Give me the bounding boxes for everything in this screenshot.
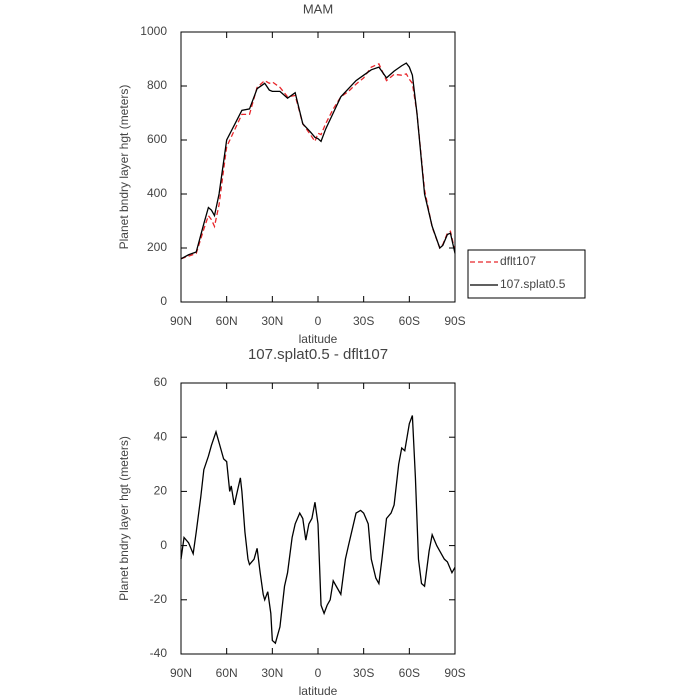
- plot-frame: [180, 31, 456, 303]
- x-tick-label: 60S: [399, 314, 420, 328]
- legend-box: [467, 249, 586, 299]
- x-tick-label: 60S: [399, 666, 420, 680]
- chart-title: MAM: [303, 1, 333, 16]
- y-tick-label: 800: [147, 78, 167, 92]
- y-tick-label: 20: [154, 484, 168, 498]
- legend-label: dflt107: [500, 254, 536, 268]
- x-tick-label: 90N: [170, 666, 192, 680]
- y-tick-label: 0: [160, 538, 167, 552]
- x-tick-label: 30N: [261, 666, 283, 680]
- x-tick-label: 30N: [261, 314, 283, 328]
- data-line: [180, 63, 456, 260]
- y-axis-label: Planet bndry layer hgt (meters): [117, 436, 131, 601]
- x-tick-label: 60N: [216, 314, 238, 328]
- x-tick-label: 0: [315, 314, 322, 328]
- x-tick-label: 30S: [353, 666, 374, 680]
- y-tick-label: -20: [150, 592, 168, 606]
- x-tick-label: 0: [315, 666, 322, 680]
- x-axis-label: latitude: [299, 332, 338, 346]
- x-tick-label: 90S: [444, 666, 465, 680]
- y-tick-label: 40: [154, 429, 168, 443]
- plot-frame: [180, 382, 456, 655]
- x-tick-label: 60N: [216, 666, 238, 680]
- y-tick-label: 60: [154, 375, 168, 389]
- data-line: [180, 62, 456, 260]
- x-tick-label: 90S: [444, 314, 465, 328]
- data-line: [180, 415, 456, 645]
- x-tick-label: 90N: [170, 314, 192, 328]
- y-tick-label: 200: [147, 240, 167, 254]
- x-tick-label: 30S: [353, 314, 374, 328]
- y-tick-label: -40: [150, 646, 168, 660]
- y-tick-label: 600: [147, 132, 167, 146]
- y-tick-label: 0: [160, 294, 167, 308]
- y-tick-label: 1000: [140, 24, 167, 38]
- chart-title: 107.splat0.5 - dflt107: [248, 346, 388, 363]
- y-axis-label: Planet bndry layer hgt (meters): [117, 85, 131, 250]
- legend-label: 107.splat0.5: [500, 277, 566, 291]
- y-tick-label: 400: [147, 186, 167, 200]
- x-axis-label: latitude: [299, 684, 338, 698]
